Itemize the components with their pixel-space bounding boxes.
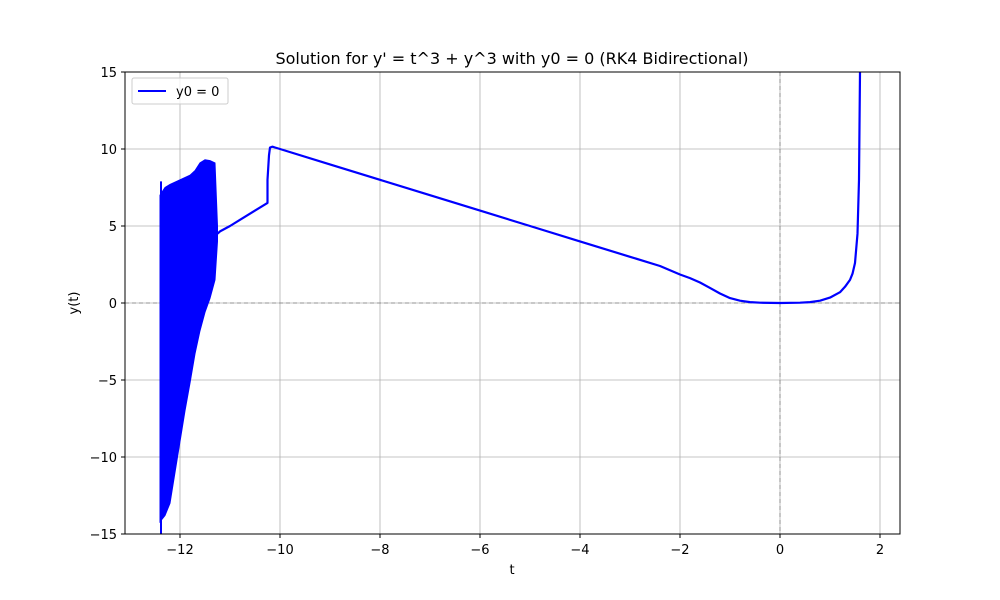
y-tick-label: 5 — [109, 220, 117, 235]
x-tick-label: −2 — [670, 543, 689, 558]
x-tick-label: −10 — [266, 543, 293, 558]
y-tick-label: −15 — [90, 528, 117, 543]
x-tick-label: −6 — [470, 543, 489, 558]
data-layer — [159, 71, 862, 534]
chart-title: Solution for y' = t^3 + y^3 with y0 = 0 … — [275, 49, 748, 68]
legend-box — [131, 77, 229, 105]
x-tick-label: −4 — [570, 543, 589, 558]
ticks: −12 −10 −8 −6 −4 −2 0 2 −15 −10 −5 0 5 10 15 — [90, 66, 885, 558]
x-tick-label: 2 — [876, 543, 884, 558]
x-tick-label: −12 — [166, 543, 193, 558]
x-tick-label: 0 — [776, 543, 784, 558]
legend: y0 = 0 — [131, 77, 229, 105]
y-tick-label: −5 — [98, 374, 117, 389]
y-tick-label: 15 — [100, 66, 117, 81]
series-line-y0 — [216, 71, 862, 305]
x-axis-label: t — [509, 563, 514, 578]
y-tick-label: 10 — [100, 143, 117, 158]
legend-label-y0: y0 = 0 — [176, 85, 219, 100]
oscillation-band — [159, 159, 218, 524]
y-axis-label: y(t) — [67, 292, 82, 315]
x-tick-label: −8 — [370, 543, 389, 558]
y-tick-label: −10 — [90, 451, 117, 466]
y-tick-label: 0 — [109, 297, 117, 312]
